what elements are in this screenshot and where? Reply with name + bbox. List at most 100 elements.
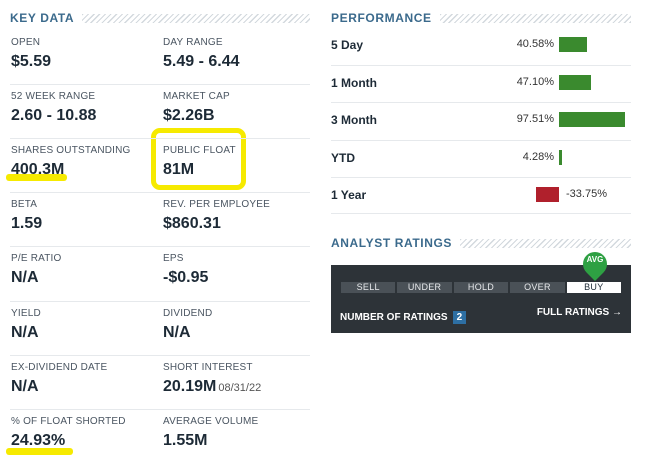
key-data-value-text: $860.31 xyxy=(163,215,221,232)
performance-bar xyxy=(559,112,626,127)
key-data-value: $5.59 xyxy=(11,53,156,71)
avg-marker-label: AVG xyxy=(586,255,604,264)
key-data-value-text: N/A xyxy=(163,324,191,341)
rating-segment-sell: SELL xyxy=(340,281,397,294)
full-ratings-link[interactable]: FULL RATINGS → xyxy=(536,307,622,318)
key-data-item: SHARES OUTSTANDING 400.3M xyxy=(11,145,156,179)
key-data-item: % OF FLOAT SHORTED 24.93% xyxy=(11,416,156,450)
performance-row: 5 Day 40.58% xyxy=(331,37,631,75)
key-data-label: EPS xyxy=(163,253,184,264)
performance-row: YTD 4.28% xyxy=(331,150,631,188)
key-data-label: AVERAGE VOLUME xyxy=(163,416,259,427)
row-divider xyxy=(10,355,310,356)
performance-period: YTD xyxy=(331,151,355,165)
row-divider xyxy=(10,246,310,247)
key-data-subvalue: 08/31/22 xyxy=(218,382,262,394)
key-data-value-text: 2.60 - 10.88 xyxy=(11,107,97,124)
row-divider xyxy=(331,177,631,178)
key-data-item: YIELD N/A xyxy=(11,308,156,342)
row-divider xyxy=(331,65,631,66)
key-data-item: P/E RATIO N/A xyxy=(11,253,156,287)
header-hatch-divider xyxy=(82,13,310,23)
key-data-item: OPEN $5.59 xyxy=(11,37,156,71)
analyst-ratings-header: ANALYST RATINGS xyxy=(331,236,631,250)
key-data-item: PUBLIC FLOAT 81M xyxy=(163,145,308,179)
ratings-count-badge: 2 xyxy=(452,311,467,324)
key-data-value: N/A xyxy=(11,269,156,287)
row-divider xyxy=(10,409,310,410)
header-hatch-divider xyxy=(460,238,631,248)
key-data-value: N/A xyxy=(11,324,156,342)
performance-value: 40.58% xyxy=(516,38,554,50)
performance-period: 5 Day xyxy=(331,38,364,52)
key-data-value-text: 1.59 xyxy=(11,215,43,232)
key-data-label: P/E RATIO xyxy=(11,253,62,264)
key-data-value-text: 5.49 - 6.44 xyxy=(163,53,240,70)
key-data-label: EX-DIVIDEND DATE xyxy=(11,362,108,373)
performance-title: PERFORMANCE xyxy=(331,11,432,25)
key-data-value: 1.55M xyxy=(163,432,308,450)
performance-header: PERFORMANCE xyxy=(331,11,631,25)
rating-segment-under: UNDER xyxy=(396,281,453,294)
key-data-header: KEY DATA xyxy=(10,11,310,25)
row-divider xyxy=(10,84,310,85)
key-data-value-text: 81M xyxy=(163,161,195,178)
key-data-value: 5.49 - 6.44 xyxy=(163,53,308,71)
header-hatch-divider xyxy=(439,13,631,23)
performance-period: 1 Month xyxy=(331,76,377,90)
key-data-value-text: N/A xyxy=(11,324,39,341)
performance-row: 3 Month 97.51% xyxy=(331,112,631,150)
key-data-label: YIELD xyxy=(11,308,41,319)
performance-period: 3 Month xyxy=(331,113,377,127)
key-data-label: BETA xyxy=(11,199,38,210)
key-data-item: REV. PER EMPLOYEE $860.31 xyxy=(163,199,308,233)
performance-row: 1 Month 47.10% xyxy=(331,75,631,113)
key-data-item: BETA 1.59 xyxy=(11,199,156,233)
performance-value: -33.75% xyxy=(566,188,607,200)
row-divider xyxy=(331,140,631,141)
key-data-label: REV. PER EMPLOYEE xyxy=(163,199,270,210)
key-data-value: 1.59 xyxy=(11,215,156,233)
key-data-value: $2.26B xyxy=(163,107,308,125)
rating-segment-hold: HOLD xyxy=(452,281,510,294)
key-data-item: MARKET CAP $2.26B xyxy=(163,91,308,125)
row-divider xyxy=(10,301,310,302)
key-data-item: DIVIDEND N/A xyxy=(163,308,308,342)
number-of-ratings: NUMBER OF RATINGS 2 xyxy=(340,311,467,324)
key-data-value: N/A xyxy=(163,324,308,342)
key-data-value-text: $5.59 xyxy=(11,53,52,70)
key-data-item: EPS -$0.95 xyxy=(163,253,308,287)
performance-bar xyxy=(536,187,559,202)
key-data-item: AVERAGE VOLUME 1.55M xyxy=(163,416,308,450)
key-data-label: 52 WEEK RANGE xyxy=(11,91,96,102)
analyst-ratings-title: ANALYST RATINGS xyxy=(331,236,453,250)
key-data-value-text: 24.93% xyxy=(11,432,66,449)
key-data-label: PUBLIC FLOAT xyxy=(163,145,236,156)
key-data-value-text: N/A xyxy=(11,269,39,286)
analyst-ratings-panel: SELL UNDER HOLD OVER BUY AVG NUMBER OF RATIN… xyxy=(331,247,631,333)
key-data-label: % OF FLOAT SHORTED xyxy=(11,416,126,427)
key-data-item: EX-DIVIDEND DATE N/A xyxy=(11,362,156,396)
key-data-value: 24.93% xyxy=(11,432,156,450)
key-data-item: SHORT INTEREST 20.19M 08/31/22 xyxy=(163,362,308,396)
key-data-value: 400.3M xyxy=(11,161,156,179)
row-divider xyxy=(331,102,631,103)
performance-value: 97.51% xyxy=(516,113,554,125)
key-data-label: MARKET CAP xyxy=(163,91,230,102)
key-data-value: $860.31 xyxy=(163,215,308,233)
key-data-label: SHARES OUTSTANDING xyxy=(11,145,131,156)
key-data-value: N/A xyxy=(11,378,156,396)
highlight-box-public-float xyxy=(151,128,246,190)
key-data-label: DIVIDEND xyxy=(163,308,213,319)
performance-row: 1 Year -33.75% xyxy=(331,187,631,225)
avg-marker-icon xyxy=(578,247,612,281)
performance-bar xyxy=(559,150,562,165)
key-data-value: 2.60 - 10.88 xyxy=(11,107,156,125)
key-data-value: 20.19M 08/31/22 xyxy=(163,378,308,396)
key-data-label: SHORT INTEREST xyxy=(163,362,253,373)
key-data-item: 52 WEEK RANGE 2.60 - 10.88 xyxy=(11,91,156,125)
key-data-value-text: 1.55M xyxy=(163,432,208,449)
performance-period: 1 Year xyxy=(331,188,367,202)
key-data-value-text: 20.19M xyxy=(163,378,217,395)
performance-bar xyxy=(559,37,587,52)
